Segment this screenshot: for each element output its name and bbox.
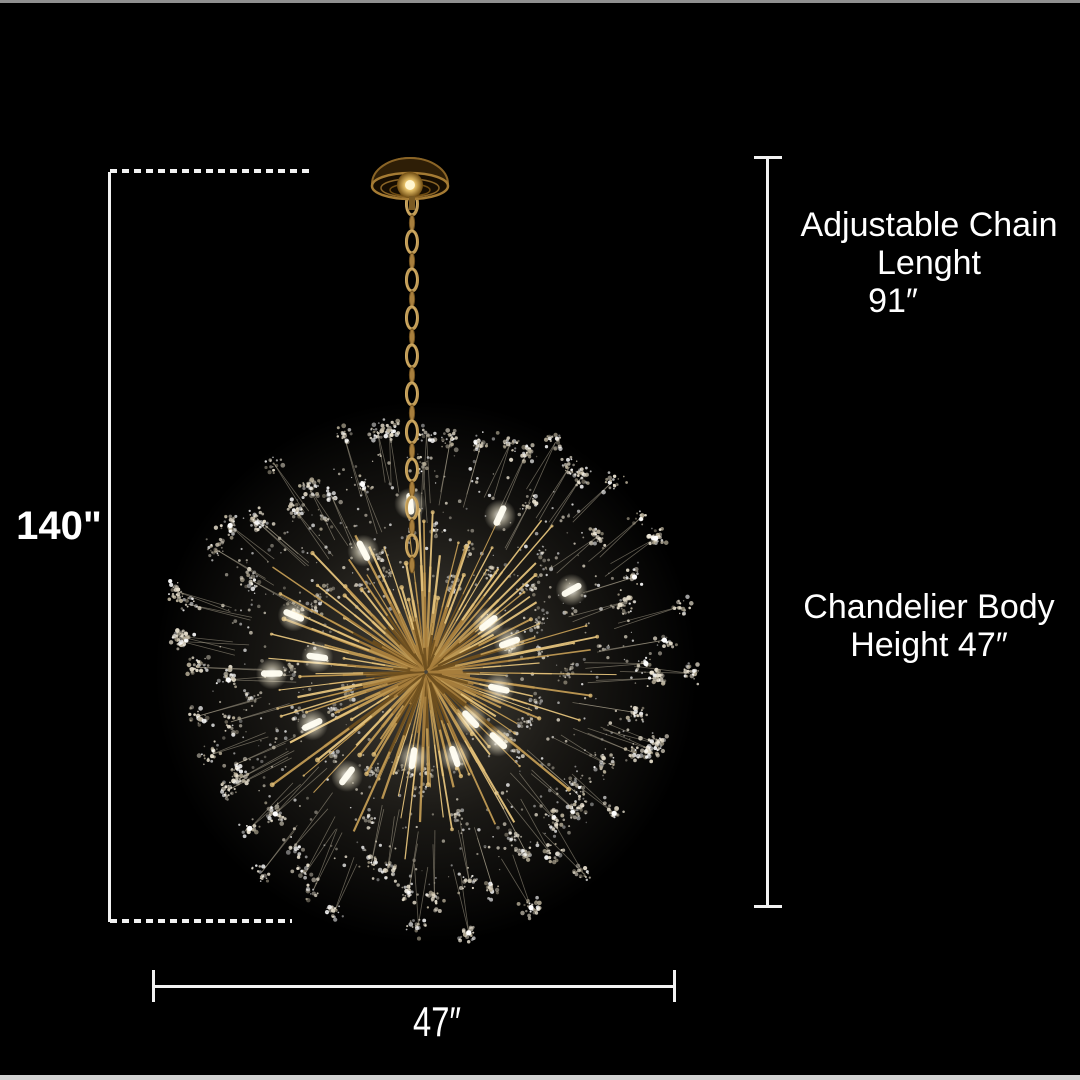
right-dimension-cap-bottom <box>754 905 782 908</box>
top-edge-strip <box>0 0 1080 3</box>
height-dimension-line <box>108 172 111 922</box>
chandelier-body <box>154 400 700 944</box>
chain-label-value: 91″ <box>868 282 918 320</box>
total-height-label: 140" <box>16 504 102 548</box>
width-label: 47″ <box>412 998 462 1045</box>
height-dimension-dash-top <box>110 169 312 173</box>
chain-label-line1: Adjustable Chain <box>800 206 1058 244</box>
body-label-line2: Height 47″ <box>850 626 1008 664</box>
bottom-edge-strip <box>0 1075 1080 1080</box>
width-dimension-tick-right <box>673 970 676 1002</box>
height-dimension-dash-bottom <box>110 919 292 923</box>
width-dimension-line <box>152 985 676 988</box>
body-label-line1: Chandelier Body <box>803 588 1055 626</box>
width-dimension-tick-left <box>152 970 155 1002</box>
ceiling-canopy <box>370 157 450 210</box>
chain <box>405 191 419 574</box>
chain-label-line2: Lenght <box>877 244 981 282</box>
right-dimension-cap-top <box>754 156 782 159</box>
right-dimension-line <box>766 157 769 908</box>
chain-length-label: Adjustable Chain Lenght 91″ <box>779 206 1079 320</box>
body-height-label: Chandelier Body Height 47″ <box>779 588 1079 664</box>
